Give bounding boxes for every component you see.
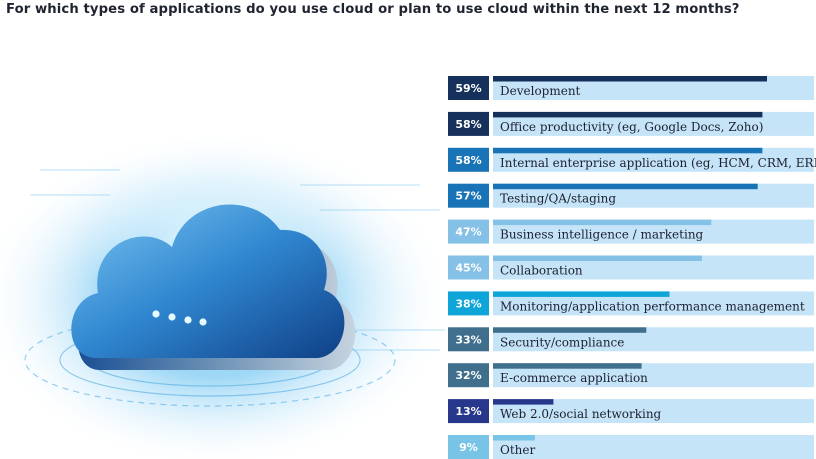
value-box <box>448 399 489 424</box>
value-box <box>448 147 489 172</box>
data-label: 58% <box>455 154 481 167</box>
category-label: Office productivity (eg, Google Docs, Zo… <box>500 120 763 134</box>
bar <box>493 435 535 441</box>
bar <box>493 76 767 82</box>
bar <box>493 111 763 118</box>
bar <box>493 327 647 333</box>
data-label: 45% <box>455 262 481 275</box>
bar <box>493 255 702 261</box>
bar <box>493 147 763 154</box>
data-label: 13% <box>455 405 481 418</box>
category-label: Business intelligence / marketing <box>500 228 704 242</box>
category-label: Security/compliance <box>500 335 624 349</box>
bar <box>493 363 642 369</box>
value-box <box>448 219 489 244</box>
data-label: 47% <box>455 226 481 239</box>
bar-track <box>493 435 814 459</box>
value-box <box>448 255 489 280</box>
bar <box>493 219 712 226</box>
data-label: 59% <box>455 82 481 95</box>
category-label: Other <box>500 443 535 457</box>
value-box <box>448 111 489 136</box>
value-box <box>448 435 489 459</box>
value-box <box>448 291 489 316</box>
data-label: 57% <box>455 190 481 203</box>
bar <box>493 183 758 190</box>
category-label: Monitoring/application performance manag… <box>500 299 805 313</box>
value-box <box>448 363 489 388</box>
data-label: 38% <box>455 297 481 310</box>
data-label: 32% <box>455 369 481 382</box>
bar <box>493 399 554 405</box>
category-label: Testing/QA/staging <box>500 192 616 206</box>
value-box <box>448 183 489 208</box>
category-label: Development <box>500 84 581 98</box>
category-label: Internal enterprise application (eg, HCM… <box>500 156 816 170</box>
chart-title: For which types of applications do you u… <box>6 2 740 17</box>
data-label: 9% <box>459 441 478 454</box>
value-box <box>448 327 489 352</box>
bar-track <box>493 111 814 136</box>
category-label: E-commerce application <box>500 371 648 385</box>
category-label: Collaboration <box>500 264 583 278</box>
bar <box>493 291 670 297</box>
data-label: 58% <box>455 118 481 131</box>
data-label: 33% <box>455 333 481 346</box>
value-box <box>448 76 489 100</box>
category-label: Web 2.0/social networking <box>500 407 662 421</box>
